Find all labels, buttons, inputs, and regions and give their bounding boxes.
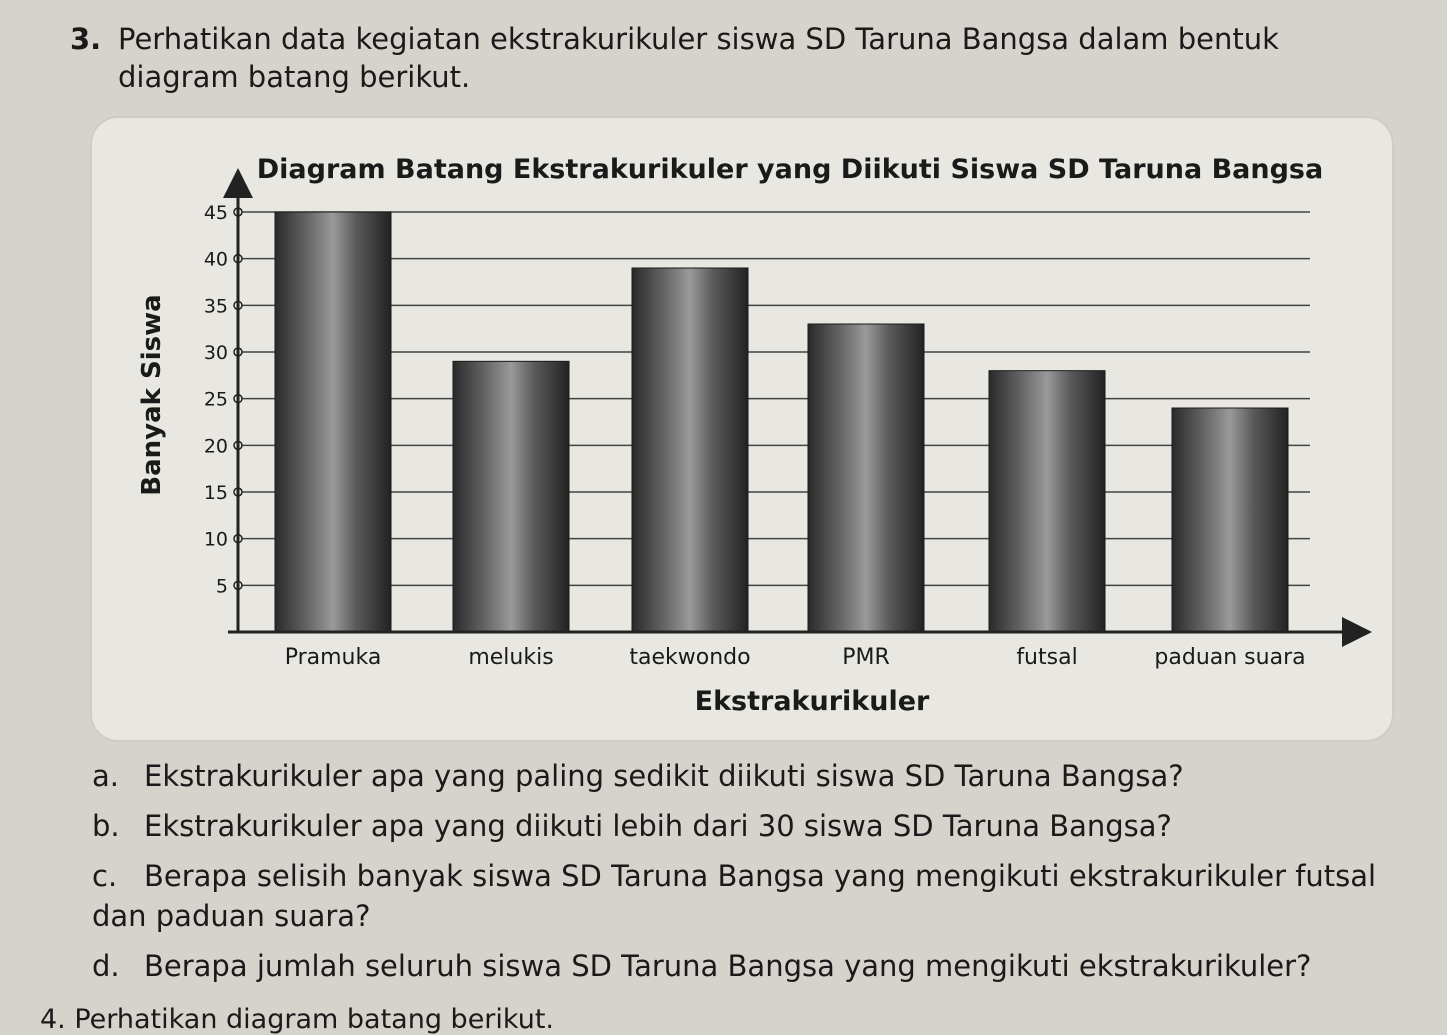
question-number: 3. [70, 22, 102, 56]
subquestion-letter: a. [92, 759, 119, 793]
subquestion-letter: c. [92, 859, 118, 893]
subquestion-text: Berapa jumlah seluruh siswa SD Taruna Ba… [144, 949, 1312, 983]
y-tick-label: 30 [204, 342, 228, 364]
x-tick-label: taekwondo [629, 645, 750, 670]
bar-pramuka [274, 211, 392, 633]
y-tick-label: 35 [204, 295, 228, 317]
subquestion-text: Berapa selisih banyak siswa SD Taruna Ba… [92, 859, 1377, 933]
bar-taekwondo [631, 267, 749, 633]
chart-title: Diagram Batang Ekstrakurikuler yang Diik… [257, 154, 1323, 185]
y-tick-label: 40 [204, 249, 228, 271]
x-tick-label: Pramuka [285, 645, 382, 670]
question-intro: Perhatikan data kegiatan ekstrakurikuler… [118, 22, 1279, 94]
subquestion-a: a. Ekstrakurikuler apa yang paling sediki… [92, 756, 1184, 796]
y-tick-label: 10 [204, 529, 228, 551]
y-tick-label: 20 [204, 435, 228, 457]
x-tick-label: PMR [842, 645, 890, 670]
x-tick-label: futsal [1016, 645, 1077, 670]
subquestion-text: Ekstrakurikuler apa yang paling sedikit … [144, 759, 1184, 793]
x-tick-label: melukis [468, 645, 553, 670]
y-tick-label: 25 [204, 389, 228, 411]
x-tick-label: paduan suara [1154, 645, 1305, 670]
subquestion-letter: d. [92, 949, 120, 983]
next-question-heading: 4. Perhatikan diagram batang berikut. [40, 1004, 554, 1035]
y-axis-label: Banyak Siswa [137, 294, 167, 495]
bar-melukis [452, 360, 570, 633]
bar-pmr [807, 323, 925, 633]
bar-paduan-suara [1171, 407, 1289, 633]
subquestion-text: Ekstrakurikuler apa yang diikuti lebih d… [144, 809, 1172, 843]
subquestion-c: c. Berapa selisih banyak siswa SD Taruna … [92, 856, 1432, 936]
y-tick-label: 5 [216, 575, 228, 597]
y-tick-label: 45 [204, 202, 228, 224]
subquestion-d: d. Berapa jumlah seluruh siswa SD Taruna … [92, 946, 1311, 986]
x-axis-label: Ekstrakurikuler [695, 686, 930, 717]
bar-futsal [988, 370, 1106, 633]
subquestion-b: b. Ekstrakurikuler apa yang diikuti lebih… [92, 806, 1172, 846]
subquestion-letter: b. [92, 809, 120, 843]
y-tick-label: 15 [204, 482, 228, 504]
